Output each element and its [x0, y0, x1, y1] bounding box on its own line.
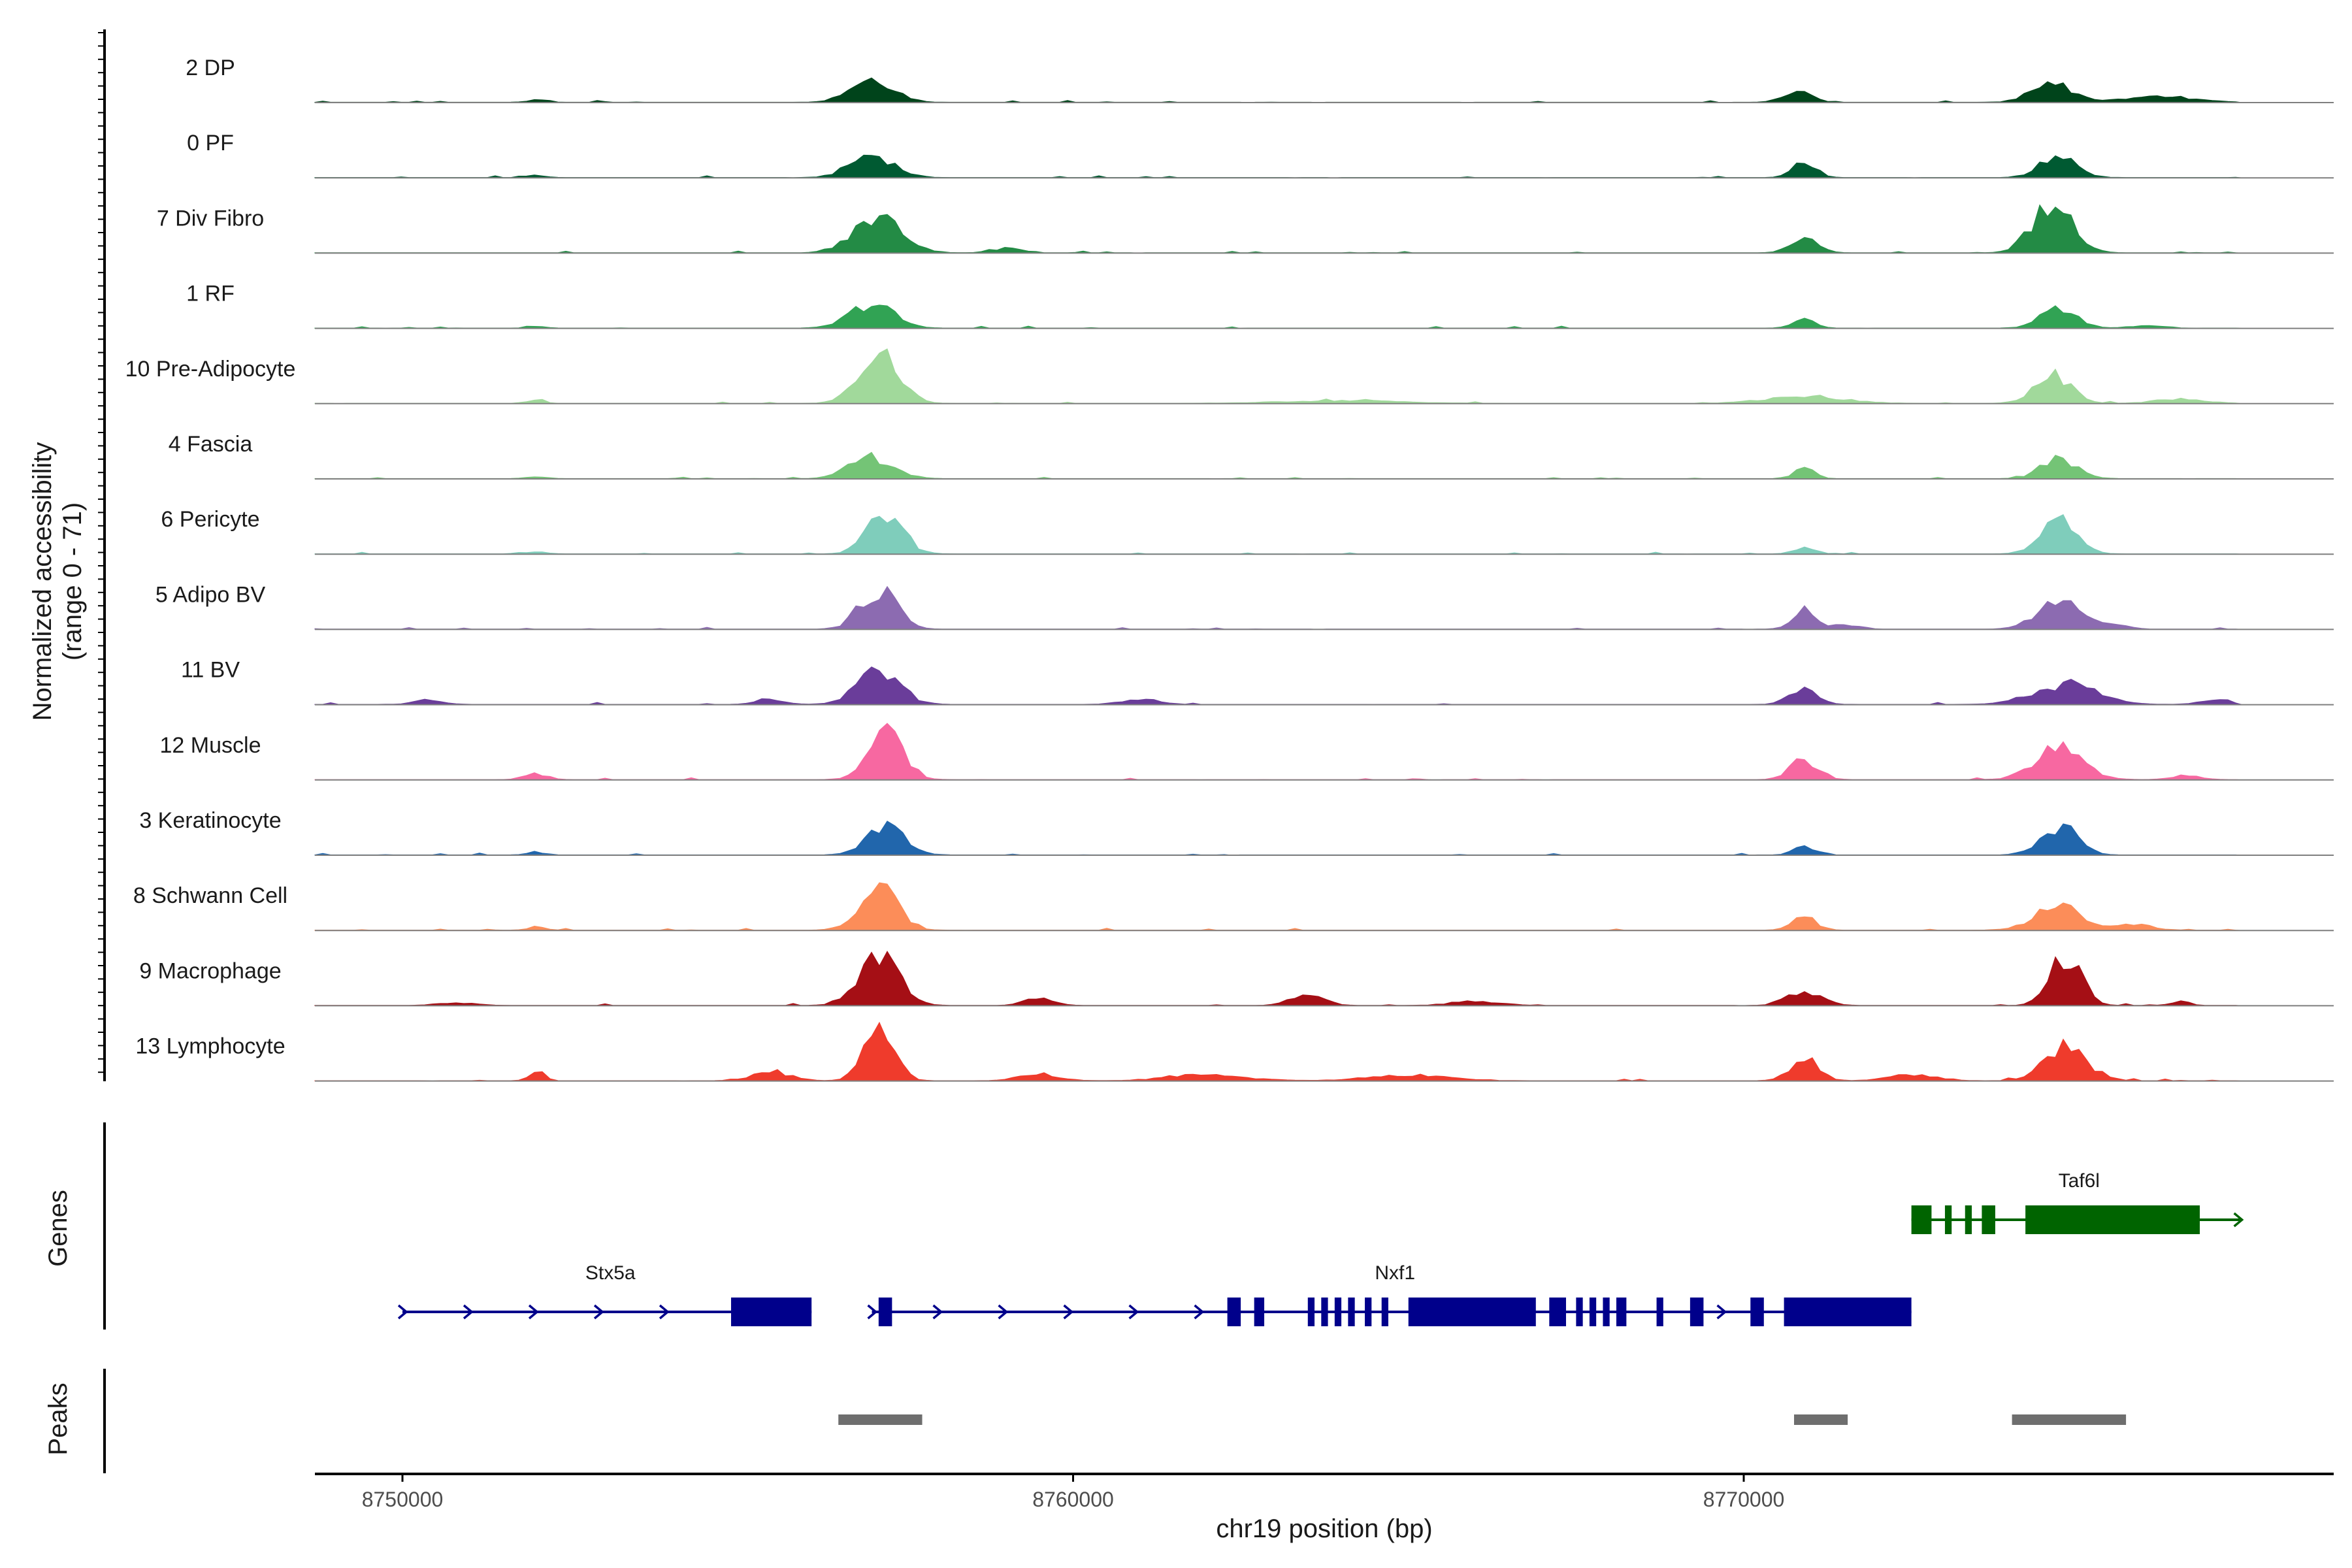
- strand-arrow-icon: [867, 1304, 878, 1320]
- track-3-keratinocyte: 3 Keratinocyte: [139, 808, 2334, 856]
- exon: [1576, 1298, 1583, 1326]
- strand-arrow-icon: [463, 1304, 474, 1320]
- track-6-pericyte: 6 Pericyte: [161, 507, 2334, 555]
- track-2-dp: 2 DP: [186, 56, 2334, 103]
- exon: [1408, 1298, 1536, 1326]
- strand-arrow-icon: [1716, 1304, 1727, 1320]
- peak-region: [1793, 1414, 1848, 1425]
- x-tick-label: 8760000: [1032, 1488, 1114, 1511]
- exon: [1982, 1205, 1995, 1234]
- track-1-rf: 1 RF: [186, 282, 2334, 329]
- track-label: 9 Macrophage: [139, 958, 281, 983]
- strand-arrow-icon: [528, 1304, 539, 1320]
- y-axis-title-line-2: (range 0 - 71): [58, 502, 87, 661]
- exon: [1603, 1298, 1610, 1326]
- exon: [1944, 1205, 1952, 1234]
- strand-arrow-icon: [659, 1304, 670, 1320]
- strand-arrow-icon: [2233, 1212, 2244, 1228]
- exon: [1307, 1298, 1315, 1326]
- x-axis-title: chr19 position (bp): [1216, 1514, 1432, 1543]
- strand-arrow-icon: [1194, 1304, 1205, 1320]
- x-axis-ticks: 8750000 8760000 8770000: [362, 1474, 1785, 1511]
- exon: [1750, 1298, 1764, 1326]
- exon: [1656, 1298, 1663, 1326]
- gene-label: Stx5a: [585, 1262, 636, 1284]
- strand-arrow-icon: [397, 1304, 408, 1320]
- exon: [1381, 1298, 1388, 1326]
- gene-annotations: Stx5a Nxf1 Taf6l: [397, 1170, 2244, 1326]
- peak-region: [2012, 1414, 2127, 1425]
- gene-stx5a: Stx5a: [397, 1262, 812, 1326]
- exon: [1321, 1298, 1328, 1326]
- track-11-bv: 11 BV: [181, 658, 2334, 706]
- track-label: 13 Lymphocyte: [135, 1034, 285, 1059]
- peaks-panel-title: Peaks: [44, 1382, 73, 1455]
- exon: [1911, 1205, 1932, 1234]
- track-label: 5 Adipo BV: [155, 582, 266, 607]
- gene-label: Taf6l: [2059, 1170, 2100, 1192]
- exon: [2025, 1205, 2200, 1234]
- track-0-pf: 0 PF: [187, 131, 2334, 179]
- track-label: 2 DP: [186, 56, 235, 80]
- strand-arrow-icon: [932, 1304, 943, 1320]
- track-label: 1 RF: [186, 282, 235, 306]
- exon: [1334, 1298, 1342, 1326]
- exon: [1254, 1298, 1265, 1326]
- track-label: 0 PF: [187, 131, 234, 155]
- coverage-y-ticks: [98, 32, 105, 1073]
- y-axis-title-line-1: Normalized accessibility: [28, 442, 57, 721]
- track-10-pre-adipocyte: 10 Pre-Adipocyte: [125, 348, 2334, 404]
- track-label: 10 Pre-Adipocyte: [125, 357, 296, 382]
- gene-taf6l: Taf6l: [1911, 1170, 2244, 1234]
- track-label: 4 Fascia: [169, 432, 253, 457]
- exon: [1549, 1298, 1566, 1326]
- peak-region: [838, 1414, 923, 1425]
- track-label: 3 Keratinocyte: [139, 808, 281, 833]
- strand-arrow-icon: [1063, 1304, 1074, 1320]
- exon: [878, 1298, 892, 1326]
- track-13-lymphocyte: 13 Lymphocyte: [135, 1021, 2334, 1082]
- genes-panel-title: Genes: [44, 1190, 73, 1267]
- gene-label: Nxf1: [1375, 1262, 1415, 1284]
- exon: [1365, 1298, 1372, 1326]
- x-tick-label: 8770000: [1703, 1488, 1785, 1511]
- track-label: 8 Schwann Cell: [133, 883, 287, 908]
- strand-arrow-icon: [1128, 1304, 1139, 1320]
- track-label: 12 Muscle: [160, 733, 261, 758]
- exon: [1589, 1298, 1597, 1326]
- gene-nxf1: Nxf1: [867, 1262, 1912, 1326]
- x-tick-label: 8750000: [362, 1488, 444, 1511]
- track-9-macrophage: 9 Macrophage: [139, 951, 2334, 1007]
- track-8-schwann-cell: 8 Schwann Cell: [133, 882, 2334, 932]
- exon: [1690, 1298, 1704, 1326]
- coverage-tracks: 2 DP 0 PF 7 Div Fibro 1 RF 10 Pre-Adipocyte 4…: [125, 56, 2334, 1082]
- track-12-muscle: 12 Muscle: [160, 723, 2334, 781]
- track-4-fascia: 4 Fascia: [169, 432, 2334, 480]
- track-7-div-fibro: 7 Div Fibro: [157, 204, 2334, 254]
- exon: [1227, 1298, 1241, 1326]
- exon: [1348, 1298, 1355, 1326]
- strand-arrow-icon: [593, 1304, 604, 1320]
- strand-arrow-icon: [998, 1304, 1009, 1320]
- exon: [730, 1298, 812, 1326]
- track-label: 6 Pericyte: [161, 507, 259, 532]
- exon: [1784, 1298, 1912, 1326]
- track-5-adipo-bv: 5 Adipo BV: [155, 582, 2334, 630]
- exon: [1965, 1205, 1972, 1234]
- track-label: 7 Div Fibro: [157, 206, 264, 231]
- exon: [1616, 1298, 1627, 1326]
- track-label: 11 BV: [181, 658, 240, 683]
- called-peaks: [838, 1414, 2127, 1425]
